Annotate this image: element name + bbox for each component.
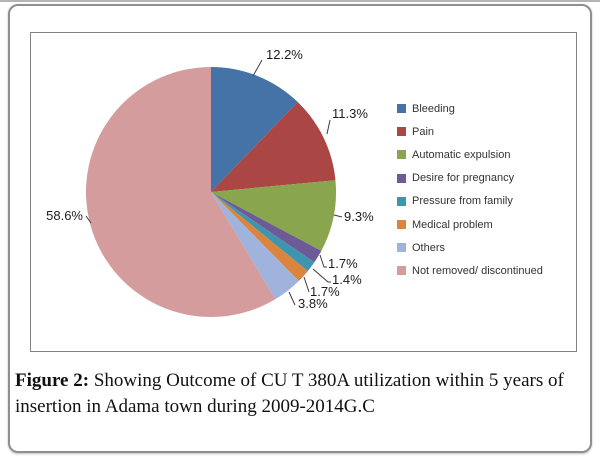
callout-line <box>319 254 327 268</box>
callout-line <box>312 268 331 283</box>
legend-item-pressure-from-family: Pressure from family <box>397 190 572 213</box>
callout-line <box>303 276 310 293</box>
legend-label: Pressure from family <box>412 195 513 208</box>
pie-slice <box>211 192 299 300</box>
legend-item-automatic-expulsion: Automatic expulsion <box>397 143 572 166</box>
legend-swatch-bleeding <box>397 104 406 114</box>
legend-label: Desire for pregnancy <box>412 172 515 185</box>
callout-line <box>288 291 296 306</box>
callout-line <box>333 214 343 218</box>
figure-caption-line2: of insertion in Adama town during 2009-2… <box>15 370 564 417</box>
legend-swatch-pain <box>397 127 406 137</box>
legend-label: Pain <box>412 125 435 138</box>
legend-label: Bleeding <box>412 102 455 115</box>
legend-swatch-medical-problem <box>397 220 406 230</box>
legend-item-desire-for-pregnancy: Desire for pregnancy <box>397 167 572 190</box>
pie-slice <box>211 101 336 192</box>
callout-line <box>252 59 263 77</box>
pie-slice <box>211 67 298 192</box>
pie-slice <box>211 192 322 263</box>
pct-label: 3.8% <box>298 296 328 311</box>
legend-swatch-desire-for-pregnancy <box>397 173 406 183</box>
pie-slice <box>85 67 276 317</box>
legend-swatch-not-removed <box>397 266 406 276</box>
pct-label: 1.4% <box>332 272 362 287</box>
pct-label: 58.6% <box>46 208 83 223</box>
callout-line <box>326 119 331 135</box>
legend-item-bleeding: Bleeding <box>397 97 572 120</box>
pct-label: 1.7% <box>328 256 358 271</box>
pct-label: 9.3% <box>344 209 374 224</box>
pie-slice <box>211 192 315 272</box>
pct-label: 11.3% <box>332 106 368 121</box>
top-divider <box>0 0 600 2</box>
figure-caption: Figure 2: Showing Outcome of CU T 380A u… <box>15 368 593 420</box>
pie-chart: 12.2%11.3%9.3%1.7%1.4%1.7%3.8%58.6% <box>46 47 374 317</box>
legend-label: Not removed/ discontinued <box>412 264 543 277</box>
pct-label: 1.7% <box>310 284 340 299</box>
chart-legend: Bleeding Pain Automatic expulsion Desire… <box>397 97 572 283</box>
pct-label: 12.2% <box>266 47 303 62</box>
pie-slice <box>211 192 308 281</box>
legend-swatch-pressure-from-family <box>397 196 406 206</box>
legend-item-medical-problem: Medical problem <box>397 213 572 236</box>
legend-item-not-removed: Not removed/ discontinued <box>397 259 572 282</box>
legend-item-others: Others <box>397 236 572 259</box>
legend-swatch-others <box>397 243 406 253</box>
legend-label: Others <box>412 241 446 254</box>
legend-label: Medical problem <box>412 218 493 231</box>
legend-label: Automatic expulsion <box>412 148 511 161</box>
pie-slice <box>211 180 337 251</box>
legend-item-pain: Pain <box>397 120 572 143</box>
callout-line <box>85 215 92 224</box>
figure-caption-label: Figure 2: <box>15 370 90 391</box>
legend-swatch-automatic-expulsion <box>397 150 406 160</box>
figure-caption-line1: Showing Outcome of CU T 380A utilization… <box>93 370 544 391</box>
chart-area: 12.2% 11.3% 9.3% 1.7% 1.4% 1.7% 3.8% 58.6% Blee… <box>30 32 577 352</box>
